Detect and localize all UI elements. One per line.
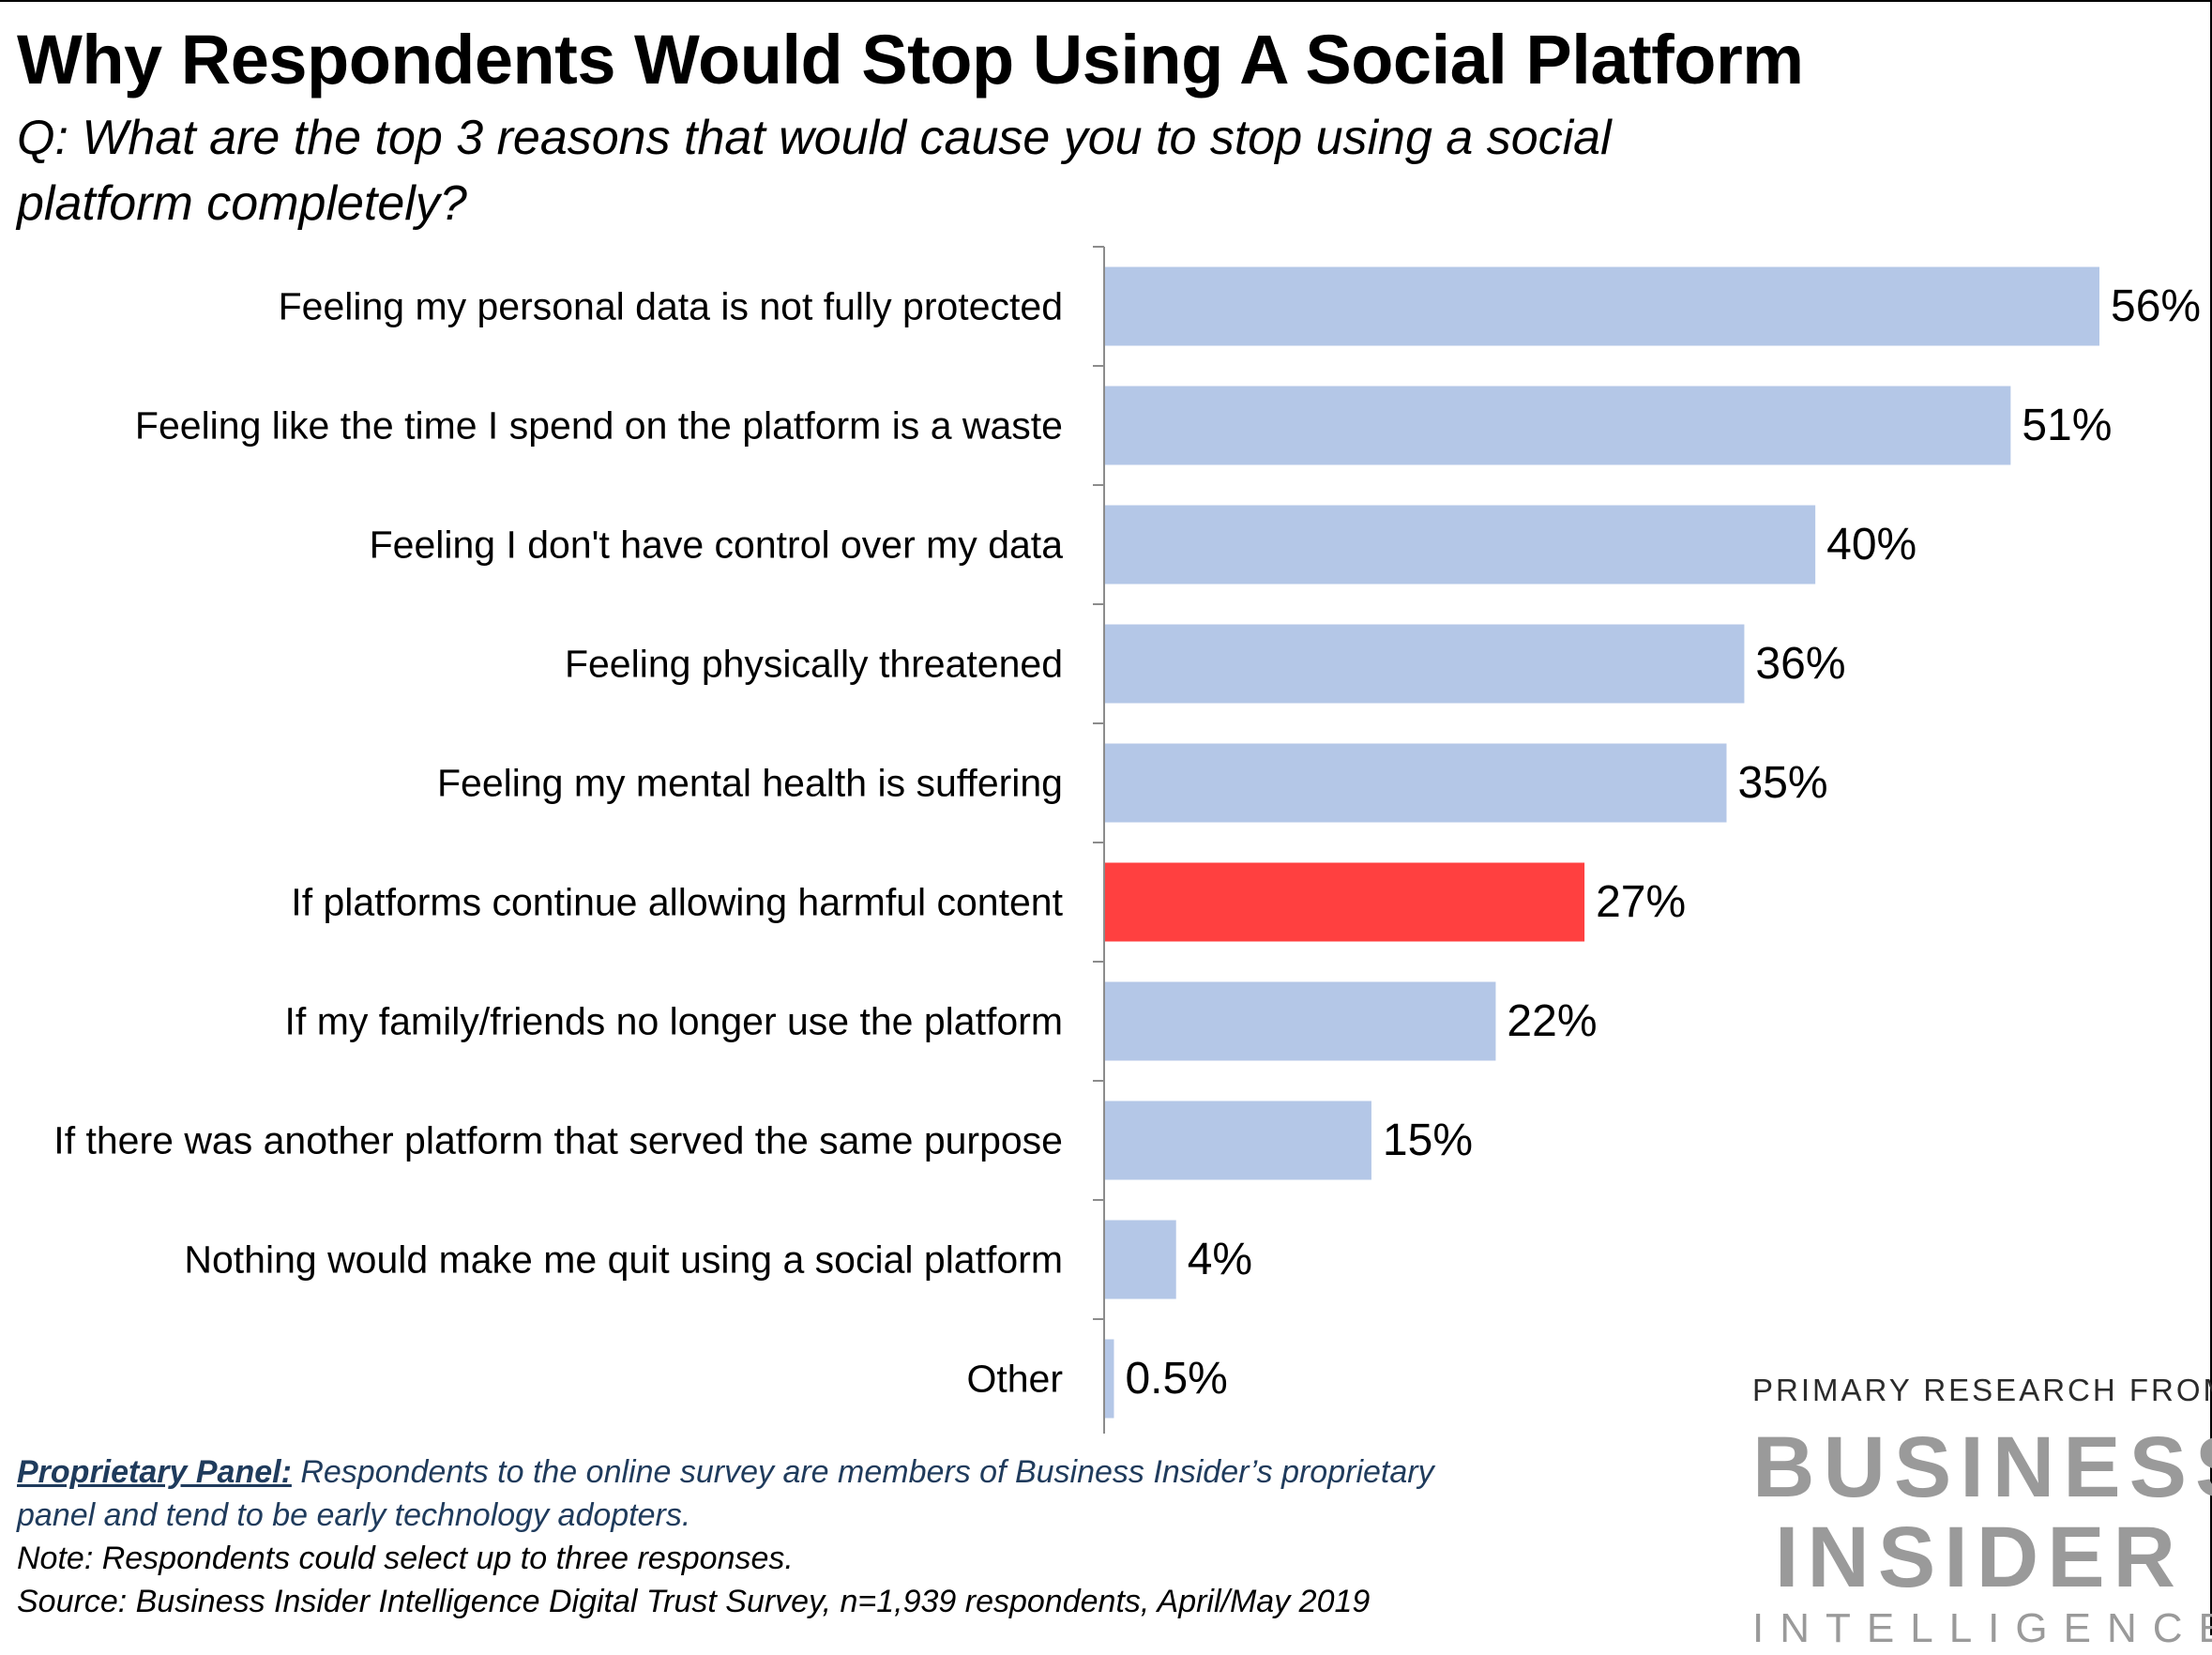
bar	[1105, 1101, 1371, 1180]
value-labels: 56% 51% 40% 36% 35% 27% 22% 15% 4% 0.5%	[1125, 281, 2201, 1404]
bar	[1105, 266, 2099, 346]
value-label: 22%	[1507, 996, 1597, 1046]
panel-heading: Proprietary Panel:	[17, 1454, 292, 1490]
category-label: Nothing would make me quit using a socia…	[184, 1238, 1063, 1282]
value-label: 36%	[1755, 639, 1845, 689]
value-label: 40%	[1826, 520, 1917, 569]
chart-subtitle: Q: What are the top 3 reasons that would…	[17, 111, 1612, 231]
category-label: Feeling my mental health is suffering	[437, 762, 1063, 805]
brand-kicker: PRIMARY RESEARCH FROM	[1752, 1373, 2212, 1407]
category-label: Feeling physically threatened	[565, 643, 1063, 686]
brand-business: BUSINESS	[1752, 1420, 2212, 1515]
y-axis	[1093, 246, 1105, 1434]
category-label: If there was another platform that serve…	[53, 1119, 1063, 1162]
footer-notes: Proprietary Panel: Respondents to the on…	[17, 1450, 1480, 1623]
bar	[1105, 386, 2011, 465]
panel-text-1: Respondents to the online survey are mem…	[291, 1454, 1434, 1490]
source-text: Source: Business Insider Intelligence Di…	[17, 1584, 1371, 1619]
bar	[1105, 1339, 1114, 1419]
category-label: Feeling like the time I spend on the pla…	[135, 404, 1063, 448]
value-label: 0.5%	[1125, 1354, 1227, 1404]
panel-note-line-1: Proprietary Panel: Respondents to the on…	[17, 1450, 1480, 1494]
value-label: 51%	[2022, 401, 2112, 450]
category-label: Other	[966, 1358, 1063, 1401]
value-label: 35%	[1738, 758, 1828, 808]
bar	[1105, 505, 1816, 585]
chart-title: Why Respondents Would Stop Using A Socia…	[17, 21, 1804, 99]
value-label: 56%	[2111, 281, 2201, 331]
value-label: 27%	[1596, 877, 1686, 927]
bar	[1105, 743, 1727, 823]
note-text: Note: Respondents could select up to thr…	[17, 1541, 794, 1576]
bar	[1105, 981, 1496, 1061]
bar	[1105, 624, 1745, 704]
panel-note-line-2: panel and tend to be early technology ad…	[17, 1497, 691, 1533]
category-label: Feeling I don't have control over my dat…	[370, 524, 1064, 567]
category-label: If my family/friends no longer use the p…	[285, 1000, 1063, 1043]
brand-insider: INSIDER	[1774, 1510, 2184, 1605]
brand-logo: PRIMARY RESEARCH FROM BUSINESS INSIDER I…	[1752, 1370, 2212, 1655]
brand-intelligence: INTELLIGENCE	[1752, 1605, 2212, 1651]
value-label: 15%	[1383, 1116, 1473, 1165]
category-label: Feeling my personal data is not fully pr…	[279, 285, 1063, 328]
bars	[1105, 266, 2099, 1419]
category-labels: Feeling my personal data is not fully pr…	[53, 285, 1063, 1401]
bar	[1105, 1220, 1176, 1299]
value-label: 4%	[1188, 1235, 1252, 1284]
bar-chart: Feeling my personal data is not fully pr…	[53, 246, 2201, 1434]
category-label: If platforms continue allowing harmful c…	[291, 881, 1063, 924]
bar	[1105, 862, 1585, 942]
